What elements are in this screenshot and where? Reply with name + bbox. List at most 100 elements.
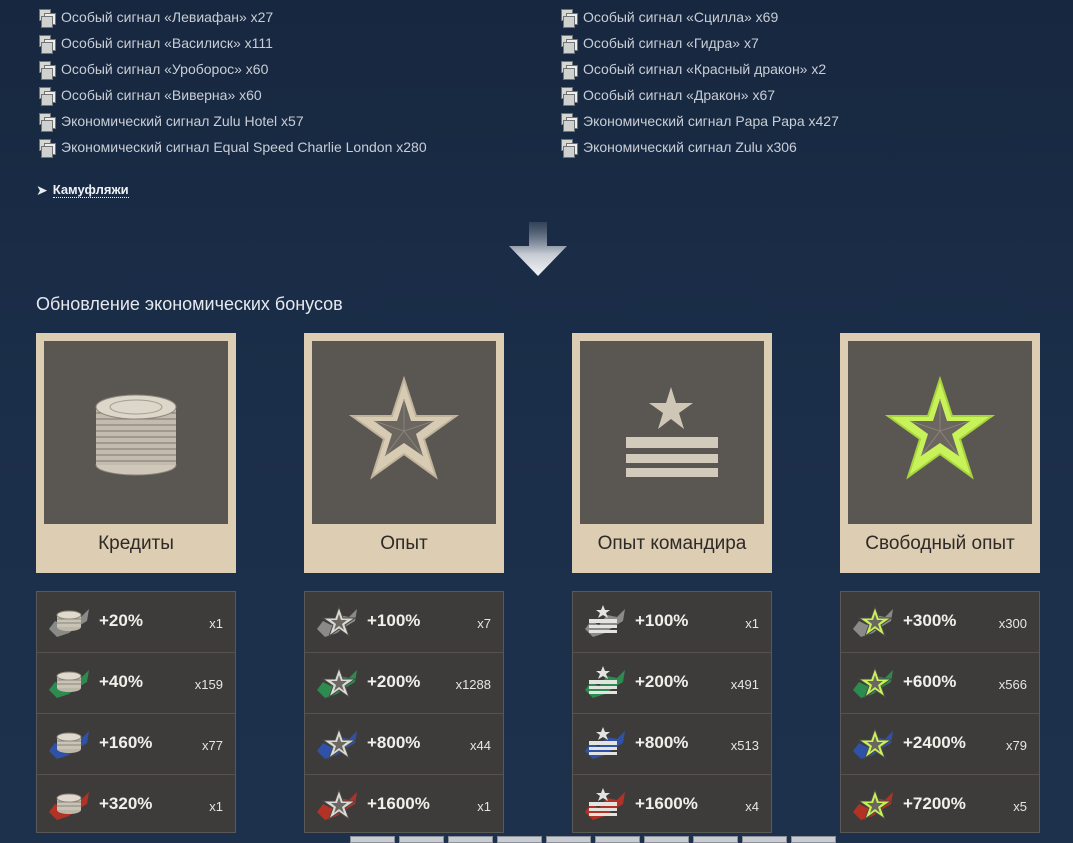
booster-grey-icon: [315, 603, 359, 639]
bonus-count: x7: [477, 616, 491, 631]
signal-label: Экономический сигнал Papa Papa x427: [583, 113, 839, 129]
bonus-count: x1: [477, 799, 491, 814]
bonus-percent: +1600%: [635, 794, 698, 813]
bonus-table-commander-xp: +100% x1 +200% x491 +800% x513 +1600% x4: [572, 591, 772, 833]
signal-label: Особый сигнал «Дракон» x67: [583, 87, 776, 103]
card-label: Свободный опыт: [865, 533, 1015, 554]
bonus-table-credits: +20% x1 +40% x159 +160% x77 +320% x1: [36, 591, 236, 833]
bonus-percent: +20%: [99, 611, 143, 630]
signal-label: Особый сигнал «Василиск» x111: [61, 35, 273, 51]
signal-label: Экономический сигнал Zulu x306: [583, 139, 797, 155]
booster-grey-icon: [583, 603, 627, 639]
signal-item: Особый сигнал «Дракон» x67: [560, 82, 839, 108]
card-label: Опыт командира: [597, 533, 747, 554]
signal-label: Экономический сигнал Equal Speed Charlie…: [61, 139, 427, 155]
booster-blue-icon: [851, 725, 895, 761]
booster-green-icon: [47, 664, 91, 700]
bonus-table-free-xp: +300% x300 +600% x566 +2400% x79 +7200% x5: [840, 591, 1040, 833]
card-art: [580, 341, 764, 524]
bonus-row: +100% x7: [305, 592, 503, 653]
bonus-count: x491: [730, 677, 759, 692]
bonus-row: +160% x77: [37, 714, 235, 775]
card-art: [848, 341, 1032, 524]
bonus-count: x1288: [455, 677, 491, 692]
signal-flag-icon: [560, 112, 578, 132]
bonus-count: x79: [1006, 738, 1027, 753]
bonus-percent: +100%: [367, 611, 421, 630]
booster-red-icon: [851, 786, 895, 822]
signal-item: Особый сигнал «Уроборос» x60: [38, 56, 427, 82]
down-arrow-icon: [509, 222, 567, 276]
signal-label: Особый сигнал «Сцилла» x69: [583, 9, 779, 25]
signals-column-left: Особый сигнал «Левиафан» x27 Особый сигн…: [38, 4, 427, 160]
free-xp-star-icon: [884, 375, 996, 480]
bonus-percent: +200%: [367, 672, 421, 691]
bonus-count: x566: [998, 677, 1027, 692]
bonus-percent: +7200%: [903, 794, 966, 813]
bonus-percent: +1600%: [367, 794, 430, 813]
bonus-row: +1600% x4: [573, 775, 771, 835]
bonus-percent: +200%: [635, 672, 689, 691]
bonus-percent: +320%: [99, 794, 153, 813]
bonus-count: x5: [1013, 799, 1027, 814]
bonus-percent: +160%: [99, 733, 153, 752]
booster-grey-icon: [851, 603, 895, 639]
signal-item: Экономический сигнал Equal Speed Charlie…: [38, 134, 427, 160]
bottom-tab[interactable]: [693, 836, 738, 843]
booster-red-icon: [315, 786, 359, 822]
bottom-tab-strip: [350, 836, 840, 843]
bottom-tab[interactable]: [497, 836, 542, 843]
signal-flag-icon: [38, 60, 56, 80]
signal-item: Особый сигнал «Виверна» x60: [38, 82, 427, 108]
bottom-tab[interactable]: [546, 836, 591, 843]
bonus-percent: +2400%: [903, 733, 966, 752]
bonus-row: +800% x44: [305, 714, 503, 775]
card-art: [44, 341, 228, 524]
signal-item: Экономический сигнал Papa Papa x427: [560, 108, 839, 134]
bottom-tab[interactable]: [399, 836, 444, 843]
signal-flag-icon: [560, 86, 578, 106]
bonus-count: x513: [730, 738, 759, 753]
category-card-credits: Кредиты: [36, 333, 236, 573]
bottom-tab[interactable]: [350, 836, 395, 843]
arrow-right-icon: ➤: [36, 182, 48, 198]
bonus-count: x159: [194, 677, 223, 692]
signal-item: Особый сигнал «Красный дракон» x2: [560, 56, 839, 82]
signal-flag-icon: [560, 60, 578, 80]
bonus-count: x300: [998, 616, 1027, 631]
signal-flag-icon: [560, 8, 578, 28]
signal-label: Особый сигнал «Левиафан» x27: [61, 9, 274, 25]
signal-flag-icon: [38, 138, 56, 158]
card-label: Кредиты: [98, 533, 174, 554]
bottom-tab[interactable]: [791, 836, 836, 843]
card-label: Опыт: [380, 533, 428, 554]
category-card-free-xp: Свободный опыт: [840, 333, 1040, 573]
bonus-row: +100% x1: [573, 592, 771, 653]
booster-red-icon: [583, 786, 627, 822]
booster-green-icon: [851, 664, 895, 700]
signal-flag-icon: [38, 34, 56, 54]
bottom-tab[interactable]: [448, 836, 493, 843]
category-card-xp: Опыт: [304, 333, 504, 573]
signal-item: Особый сигнал «Сцилла» x69: [560, 4, 839, 30]
bonus-percent: +600%: [903, 672, 957, 691]
signal-label: Особый сигнал «Уроборос» x60: [61, 61, 269, 77]
bottom-tab[interactable]: [595, 836, 640, 843]
bottom-tab[interactable]: [644, 836, 689, 843]
booster-green-icon: [583, 664, 627, 700]
signal-item: Особый сигнал «Василиск» x111: [38, 30, 427, 56]
camo-link[interactable]: Камуфляжи: [52, 182, 129, 198]
signal-label: Особый сигнал «Красный дракон» x2: [583, 61, 827, 77]
booster-green-icon: [315, 664, 359, 700]
bottom-tab[interactable]: [742, 836, 787, 843]
camo-toggle[interactable]: ➤ Камуфляжи: [36, 182, 129, 199]
bonus-percent: +800%: [635, 733, 689, 752]
signal-item: Экономический сигнал Zulu x306: [560, 134, 839, 160]
signals-column-right: Особый сигнал «Сцилла» x69 Особый сигнал…: [560, 4, 839, 160]
bonus-percent: +100%: [635, 611, 689, 630]
booster-grey-icon: [47, 603, 91, 639]
bonus-row: +200% x1288: [305, 653, 503, 714]
booster-blue-icon: [583, 725, 627, 761]
star-icon: [348, 375, 460, 480]
coins-icon: [95, 394, 177, 476]
